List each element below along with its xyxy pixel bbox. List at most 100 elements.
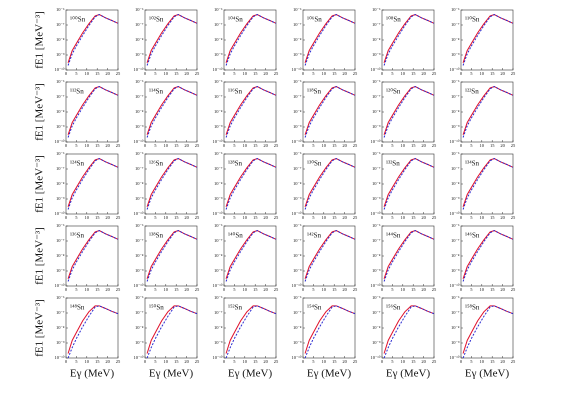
y-tick-label: 10⁻⁷ [135, 94, 144, 99]
x-tick-label: 25 [274, 215, 279, 220]
y-tick-label: 10⁻⁹ [451, 124, 460, 129]
x-tick-label: 20 [342, 287, 347, 292]
x-tick-label: 15 [332, 359, 337, 364]
y-tick-label: 10⁻⁷ [56, 166, 65, 171]
x-tick-label: 20 [184, 215, 189, 220]
curve [146, 13, 198, 66]
x-tick-label: 0 [223, 287, 226, 292]
x-tick-label: 15 [174, 143, 179, 148]
x-tick-label: 5 [470, 143, 473, 148]
x-tick-label: 25 [195, 287, 200, 292]
x-tick-label: 5 [75, 143, 78, 148]
panel-label: ¹³⁸Sn [149, 232, 164, 240]
y-tick-label: 10⁻¹⁰ [449, 211, 459, 216]
panel-label: ¹⁰⁴Sn [228, 16, 243, 24]
x-tick-label: 25 [511, 215, 516, 220]
y-tick-label: 10⁻¹⁰ [370, 355, 380, 360]
y-tick-label: 10⁻⁷ [56, 238, 65, 243]
x-axis-label: Eγ (MeV) [149, 368, 194, 380]
x-tick-label: 0 [302, 359, 305, 364]
x-tick-label: 10 [401, 359, 406, 364]
y-tick-label: 10⁻⁶ [214, 223, 223, 228]
y-tick-label: 10⁻⁸ [293, 325, 302, 330]
x-tick-label: 10 [85, 359, 90, 364]
x-tick-label: 25 [116, 215, 121, 220]
curve [146, 85, 198, 138]
x-tick-label: 10 [401, 143, 406, 148]
x-tick-label: 5 [312, 359, 315, 364]
curve [383, 13, 435, 66]
x-tick-label: 20 [105, 71, 110, 76]
x-tick-label: 0 [381, 215, 384, 220]
x-tick-label: 5 [154, 215, 157, 220]
y-tick-label: 10⁻⁸ [214, 253, 223, 258]
y-tick-label: 10⁻⁷ [135, 22, 144, 27]
x-tick-label: 0 [223, 143, 226, 148]
y-tick-label: 10⁻¹⁰ [212, 211, 222, 216]
x-tick-label: 15 [411, 143, 416, 148]
curve [67, 305, 119, 354]
y-tick-label: 10⁻⁸ [372, 109, 381, 114]
y-tick-label: 10⁻⁷ [135, 310, 144, 315]
x-tick-label: 15 [253, 359, 258, 364]
y-tick-label: 10⁻⁹ [135, 124, 144, 129]
y-tick-label: 10⁻⁸ [135, 253, 144, 258]
x-axis-label: Eγ (MeV) [228, 368, 273, 380]
curve [67, 13, 119, 66]
x-tick-label: 10 [322, 215, 327, 220]
curve [67, 85, 119, 138]
y-tick-label: 10⁻¹⁰ [133, 67, 143, 72]
curve [462, 229, 514, 282]
y-tick-label: 10⁻¹⁰ [54, 211, 64, 216]
x-tick-label: 20 [342, 215, 347, 220]
x-tick-label: 0 [302, 215, 305, 220]
y-tick-label: 10⁻⁹ [372, 124, 381, 129]
y-tick-label: 10⁻¹⁰ [370, 211, 380, 216]
y-tick-label: 10⁻⁶ [372, 223, 381, 228]
panel-label: ¹⁰⁸Sn [386, 16, 401, 24]
x-tick-label: 5 [233, 215, 236, 220]
curve [383, 85, 435, 138]
x-tick-label: 25 [511, 359, 516, 364]
x-tick-label: 20 [105, 215, 110, 220]
x-tick-label: 15 [95, 71, 100, 76]
x-tick-label: 5 [233, 71, 236, 76]
y-tick-label: 10⁻⁶ [135, 7, 144, 12]
y-tick-label: 10⁻⁹ [293, 52, 302, 57]
y-tick-label: 10⁻⁶ [214, 151, 223, 156]
panel-label: ¹¹⁶Sn [228, 88, 243, 96]
x-tick-label: 10 [164, 143, 169, 148]
y-tick-label: 10⁻⁷ [135, 166, 144, 171]
y-tick-label: 10⁻⁸ [214, 181, 223, 186]
x-tick-label: 20 [500, 215, 505, 220]
x-tick-label: 20 [184, 359, 189, 364]
y-tick-label: 10⁻⁸ [135, 109, 144, 114]
y-tick-label: 10⁻⁹ [135, 52, 144, 57]
y-tick-label: 10⁻⁹ [372, 52, 381, 57]
x-tick-label: 15 [411, 215, 416, 220]
x-tick-label: 10 [243, 143, 248, 148]
x-tick-label: 15 [174, 287, 179, 292]
x-tick-label: 5 [470, 359, 473, 364]
y-tick-label: 10⁻⁶ [135, 223, 144, 228]
y-tick-label: 10⁻⁹ [214, 124, 223, 129]
panel-label: ¹⁵²Sn [228, 304, 243, 312]
x-tick-label: 5 [470, 71, 473, 76]
y-tick-label: 10⁻⁹ [372, 268, 381, 273]
curve [67, 305, 119, 359]
y-tick-label: 10⁻¹⁰ [370, 283, 380, 288]
y-tick-label: 10⁻⁷ [293, 22, 302, 27]
y-axis-label: fE1 [MeV⁻³] [34, 155, 46, 213]
x-tick-label: 10 [401, 215, 406, 220]
y-tick-label: 10⁻⁶ [135, 79, 144, 84]
y-tick-label: 10⁻⁷ [451, 310, 460, 315]
curve [383, 157, 435, 210]
x-tick-label: 0 [144, 359, 147, 364]
panel-label: ¹²⁴Sn [70, 160, 85, 168]
panel-label: ¹⁰⁶Sn [307, 16, 322, 24]
x-tick-label: 5 [233, 359, 236, 364]
y-tick-label: 10⁻⁸ [372, 325, 381, 330]
x-tick-label: 25 [511, 287, 516, 292]
y-tick-label: 10⁻⁹ [451, 52, 460, 57]
